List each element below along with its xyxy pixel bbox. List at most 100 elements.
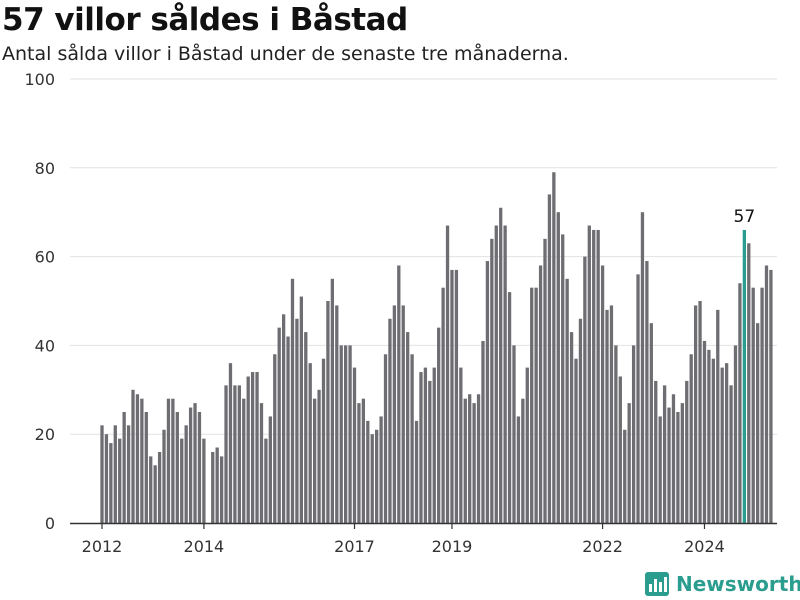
bar: [361, 398, 366, 523]
highlight-bar: [742, 229, 746, 523]
bar: [667, 407, 671, 523]
bar: [552, 172, 556, 524]
bar: [627, 403, 631, 523]
brand-logo: Newsworthy: [645, 569, 800, 599]
bar: [614, 345, 618, 523]
bar: [631, 345, 636, 523]
bar: [202, 438, 206, 523]
bar: [521, 398, 525, 523]
bar: [724, 363, 729, 523]
bar: [569, 332, 574, 523]
y-tick-label: 60: [35, 248, 55, 267]
bar: [166, 398, 171, 523]
bar: [538, 265, 543, 523]
bar: [335, 305, 339, 523]
bar: [242, 398, 246, 523]
bar: [308, 363, 312, 523]
bar: [693, 305, 698, 523]
bar: [605, 309, 609, 523]
bar: [751, 287, 755, 523]
bar: [104, 434, 109, 523]
bar: [494, 225, 498, 523]
bar: [153, 465, 157, 523]
bar: [304, 332, 308, 523]
bar: [423, 367, 428, 523]
bar: [512, 345, 516, 523]
bar: [636, 274, 640, 523]
bar: [729, 385, 733, 523]
bar: [596, 229, 600, 523]
bar: [432, 367, 436, 523]
bar: [219, 456, 224, 523]
bar: [268, 416, 272, 523]
bar: [299, 296, 303, 523]
bar: [583, 256, 587, 523]
bar: [286, 336, 290, 523]
bar: [344, 345, 348, 523]
x-tick-label: 2019: [432, 537, 473, 556]
bar: [565, 278, 569, 523]
bar: [352, 367, 357, 523]
bar: [507, 292, 512, 523]
bar: [592, 229, 596, 523]
bar: [662, 385, 667, 523]
bar: [224, 385, 228, 523]
bar: [503, 225, 507, 523]
bar: [290, 278, 295, 523]
bar: [738, 283, 742, 523]
bar: [485, 261, 490, 523]
bar: [379, 416, 383, 523]
bar: [100, 425, 104, 523]
bar: [228, 363, 233, 523]
bar: [215, 447, 219, 523]
x-tick-label: 2012: [82, 537, 123, 556]
bar: [472, 403, 476, 523]
bar: [157, 451, 162, 523]
bar: [476, 394, 481, 523]
bar: [135, 394, 140, 523]
y-tick-label: 40: [35, 336, 55, 355]
bar: [561, 234, 565, 523]
bar: [414, 420, 419, 523]
bar: [658, 416, 662, 523]
bar: [654, 380, 658, 523]
bar: [401, 305, 405, 523]
y-tick-label: 0: [45, 514, 55, 533]
bar: [609, 305, 614, 523]
bar: [689, 354, 693, 523]
bar: [733, 345, 738, 523]
x-tick-label: 2024: [684, 537, 725, 556]
bar: [463, 398, 467, 523]
bar: [755, 323, 760, 523]
bar: [370, 434, 374, 523]
bar: [388, 318, 392, 523]
bar: [410, 354, 414, 523]
bar: [357, 403, 361, 523]
bar: [126, 425, 131, 523]
bar: [769, 269, 773, 523]
bar: [250, 372, 255, 523]
bar: [716, 309, 720, 523]
bar: [118, 438, 122, 523]
bar: [193, 403, 197, 523]
y-tick-label: 20: [35, 425, 55, 444]
bar: [450, 269, 454, 523]
bar: [273, 354, 277, 523]
bar: [530, 287, 534, 523]
bar: [162, 429, 166, 523]
bar: [419, 372, 423, 523]
bar: [397, 265, 401, 523]
bar: [534, 287, 538, 523]
bar: [281, 314, 286, 523]
bar: [698, 301, 702, 523]
bar: [676, 412, 680, 523]
bar: [525, 367, 529, 523]
bar: [211, 451, 215, 523]
bar: [707, 349, 711, 523]
bar: [441, 287, 445, 523]
bar: [113, 425, 117, 523]
bar: [764, 265, 769, 523]
bar: [237, 385, 241, 523]
bar: [233, 385, 237, 523]
x-tick-label: 2022: [582, 537, 623, 556]
